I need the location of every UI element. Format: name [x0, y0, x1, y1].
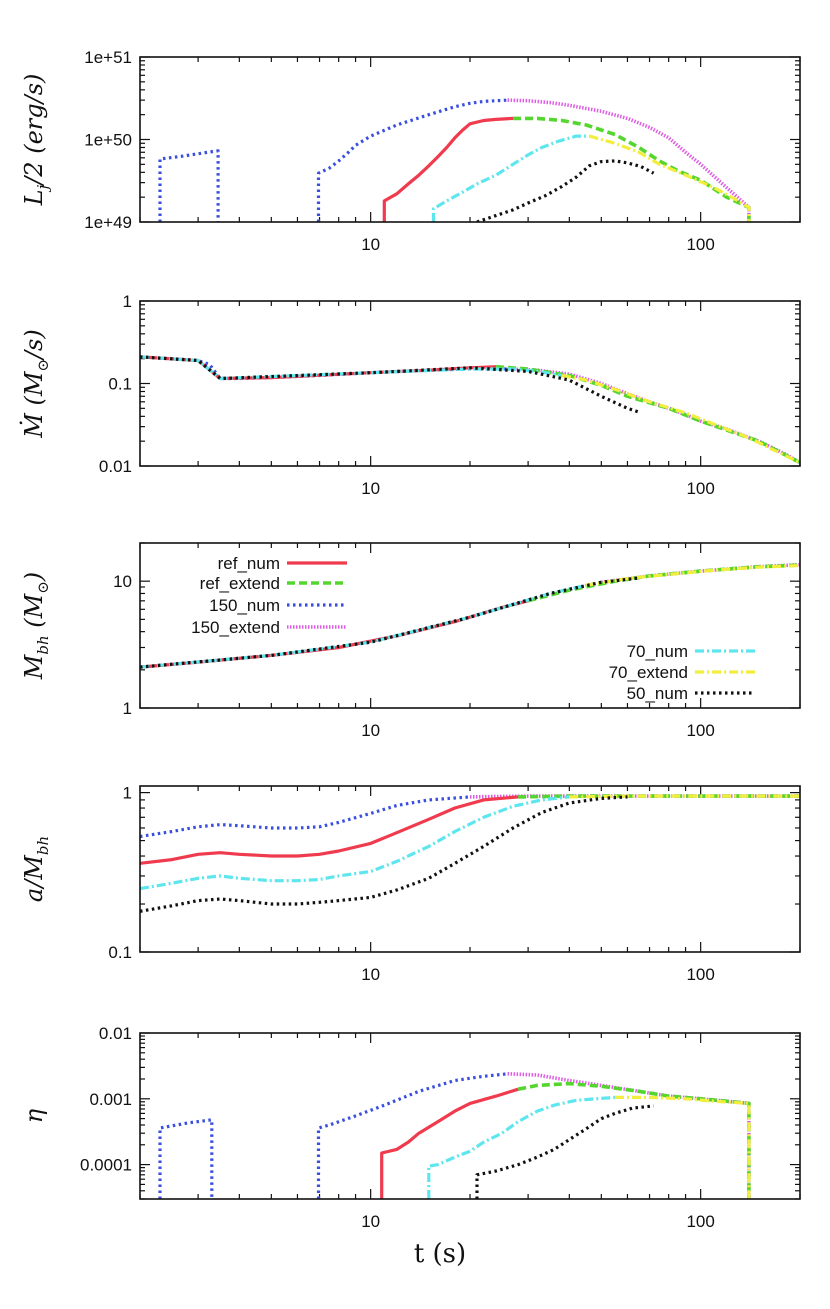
y-tick-label: 0.0001 — [80, 1156, 132, 1175]
series-line-150-extend — [507, 98, 751, 222]
legend-label: 150_num — [209, 596, 280, 615]
series-line-50-num — [476, 159, 655, 222]
y-tick-label: 1e+51 — [84, 48, 132, 67]
series-lines — [158, 98, 751, 222]
series-line-50-num — [475, 1104, 654, 1199]
x-tick-label: 10 — [361, 721, 380, 740]
plot-frame — [139, 542, 801, 709]
series-line-ref-extend — [513, 116, 751, 222]
series-line-ref-num — [140, 795, 519, 865]
y-tick-label: 0.001 — [89, 1090, 132, 1109]
series-line-150-num — [158, 1072, 508, 1199]
y-tick-label: 1 — [123, 292, 132, 311]
series-line-70-num — [427, 1095, 616, 1199]
panel-jet-luminosity: 10 100 1e+49 1e+50 1e+51 Lj/2 (erg/s) — [20, 48, 801, 254]
y-tick-label: 1 — [123, 699, 132, 718]
x-tick-label: 100 — [686, 479, 714, 498]
legend-label: 70_extend — [609, 663, 688, 682]
minor-ticks — [139, 1032, 801, 1200]
x-tick-label: 100 — [686, 721, 714, 740]
y-tick-label: 0.01 — [99, 457, 132, 476]
x-tick-label: 100 — [686, 235, 714, 254]
x-tick-label: 10 — [361, 1212, 380, 1231]
series-line-70-extend — [588, 134, 751, 222]
y-tick-label: 0.1 — [108, 943, 132, 962]
series-line-150-num — [158, 98, 508, 222]
series-line-50-num — [140, 355, 640, 414]
panel-accretion-rate: 10 100 0.01 0.1 1 Ṁ (M⊙/s) — [19, 292, 801, 498]
y-axis-label-spin-parameter: a/Mbh — [20, 836, 52, 902]
plot-frame — [139, 56, 801, 223]
plot-frame — [139, 300, 801, 467]
plot-frame — [139, 1032, 801, 1200]
x-tick-label: 10 — [361, 479, 380, 498]
legend-label: 70_num — [627, 642, 688, 661]
series-line-50-num — [140, 576, 640, 669]
y-axis-label-black-hole-mass: Mbh (M⊙) — [20, 572, 52, 680]
y-tick-label: 1 — [123, 784, 132, 803]
y-tick-label: 0.01 — [99, 1024, 132, 1043]
y-axis-label-accretion-rate: Ṁ (M⊙/s) — [19, 329, 52, 438]
series-lines — [140, 355, 800, 465]
x-tick-label: 100 — [686, 965, 714, 984]
series-line-ref-extend — [517, 1081, 751, 1199]
series-line-70-num — [431, 134, 590, 222]
series-line-150-num — [140, 795, 471, 839]
series-line-70-extend — [569, 794, 800, 799]
minor-ticks — [139, 56, 801, 223]
minor-ticks — [139, 786, 801, 953]
y-tick-label: 10 — [113, 572, 132, 591]
panel-spin-parameter: 10 100 0.1 1 a/Mbh — [20, 784, 801, 984]
y-tick-label: 1e+49 — [84, 213, 132, 232]
series-line-ref-extend — [495, 364, 800, 465]
legend-label: ref_num — [218, 554, 280, 573]
panel-efficiency: 10 100 0.0001 0.001 0.01 η — [20, 1024, 801, 1231]
x-axis-label: t (s) — [414, 1239, 466, 1269]
series-line-ref-extend — [527, 563, 800, 603]
legend-label: 50_num — [627, 684, 688, 703]
series-line-150-extend — [507, 1072, 751, 1199]
plot-frame — [139, 785, 801, 953]
series-line-150-extend — [507, 367, 800, 465]
x-tick-label: 10 — [361, 235, 380, 254]
series-line-70-extend — [615, 1095, 751, 1199]
legend-label: 150_extend — [191, 618, 280, 637]
x-tick-label: 100 — [686, 1212, 714, 1231]
series-lines — [158, 1072, 751, 1199]
series-line-70-extend — [585, 563, 800, 587]
series-line-70-num — [140, 795, 570, 891]
y-tick-label: 1e+50 — [84, 131, 132, 150]
legend-label: ref_extend — [200, 574, 280, 593]
series-line-70-extend — [561, 373, 800, 465]
x-tick-label: 10 — [361, 965, 380, 984]
series-line-ref-num — [380, 1087, 519, 1199]
y-axis-label-efficiency: η — [20, 1108, 48, 1123]
minor-ticks — [139, 300, 801, 467]
series-lines — [140, 562, 800, 669]
series-line-ref-num — [382, 116, 514, 222]
y-axis-label-jet-luminosity: Lj/2 (erg/s) — [20, 74, 52, 207]
y-tick-label: 0.1 — [108, 375, 132, 394]
series-lines — [140, 794, 800, 913]
